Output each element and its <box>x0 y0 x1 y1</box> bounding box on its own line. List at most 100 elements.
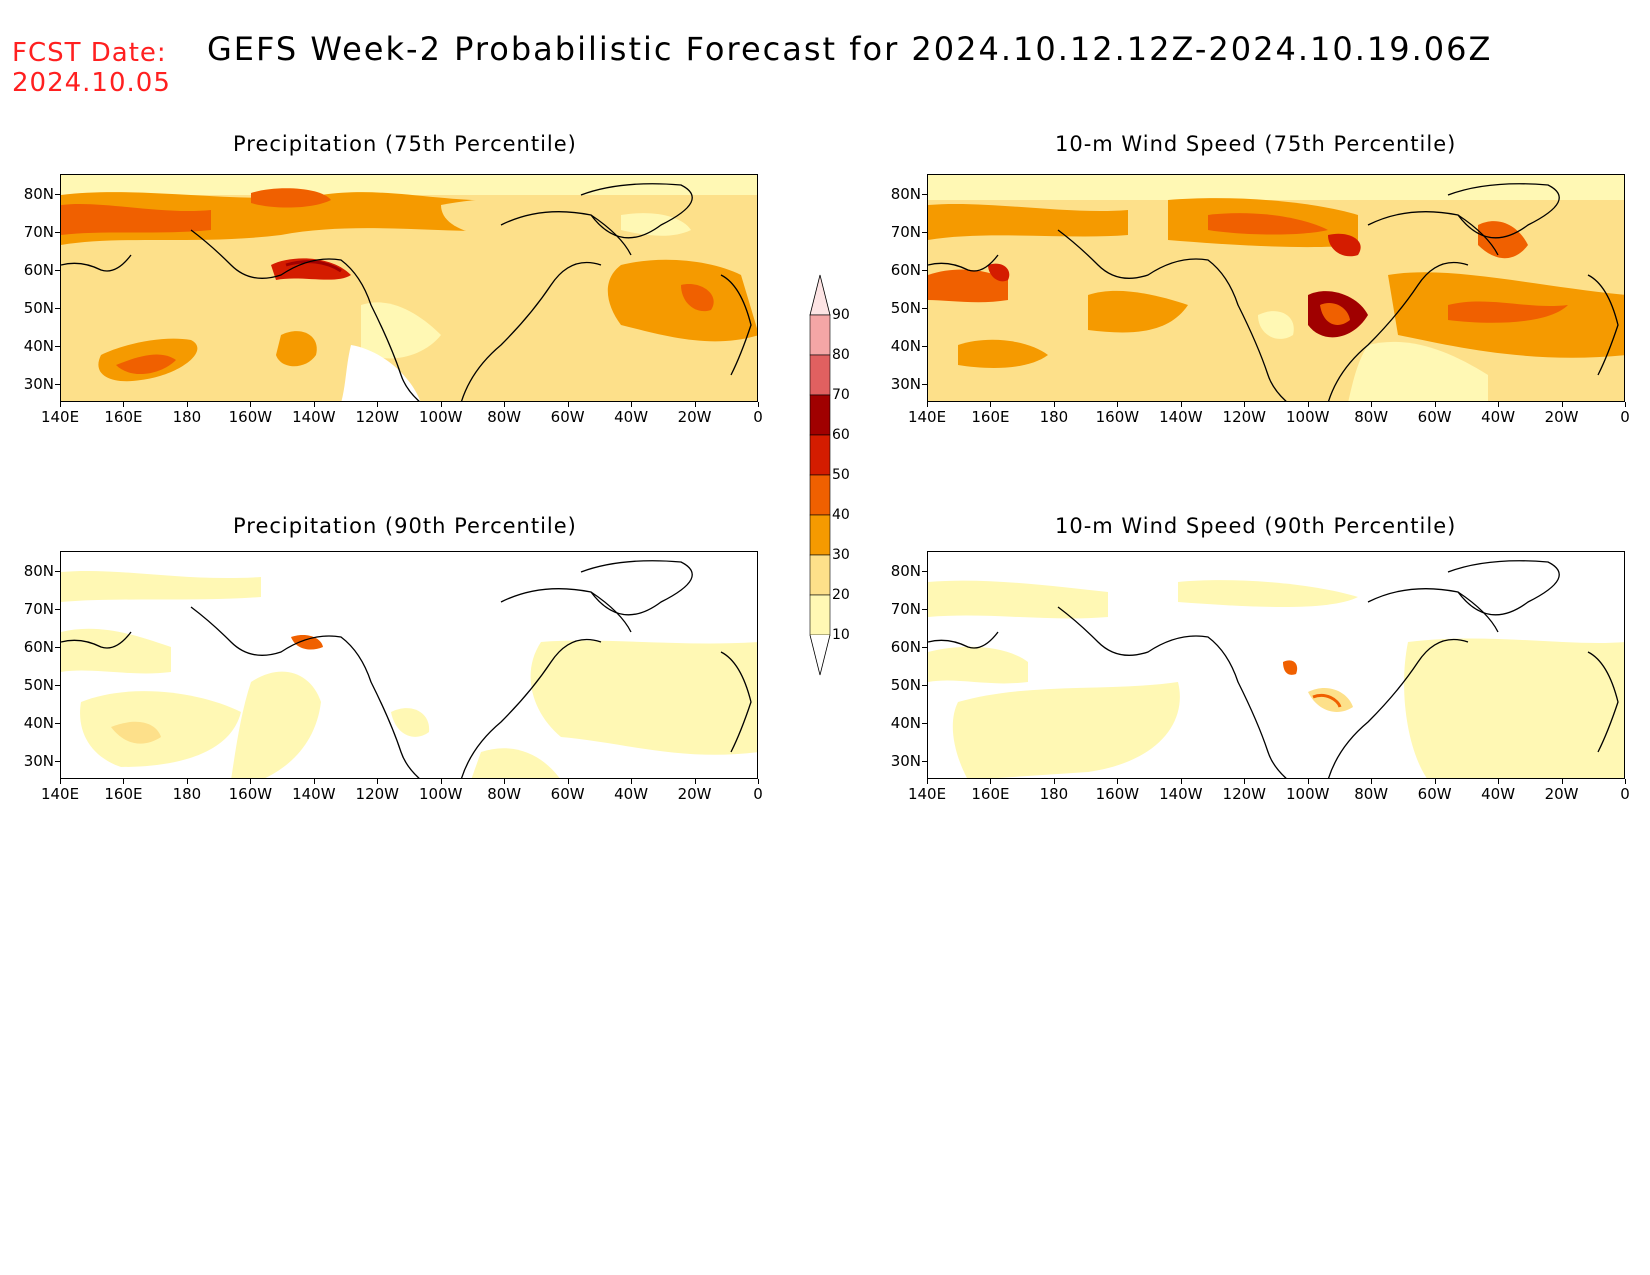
lat-tick <box>55 308 60 309</box>
lon-label: 140E <box>907 785 947 803</box>
lon-label: 120W <box>1222 408 1266 426</box>
lon-label: 140W <box>1159 408 1203 426</box>
lon-tick <box>186 779 188 784</box>
lat-tick <box>55 232 60 233</box>
lon-tick <box>60 402 61 407</box>
lon-tick <box>504 779 506 784</box>
lon-tick <box>377 402 379 407</box>
lat-tick <box>922 647 927 648</box>
lon-label: 140E <box>907 408 947 426</box>
lon-tick <box>1434 779 1436 784</box>
lat-tick <box>55 384 60 385</box>
panel-title-wind-90: 10-m Wind Speed (90th Percentile) <box>1055 514 1457 538</box>
lon-tick <box>1371 402 1373 407</box>
lon-label: 100W <box>418 785 463 803</box>
lat-label: 80N <box>890 562 921 580</box>
lon-label: 140W <box>1159 785 1203 803</box>
lon-tick <box>567 402 569 407</box>
lat-tick <box>922 685 927 686</box>
fcst-label: FCST Date: <box>12 38 167 68</box>
lon-label: 140E <box>40 785 80 803</box>
lon-label: 80W <box>1354 785 1389 803</box>
panel-title-precip-75: Precipitation (75th Percentile) <box>233 132 577 156</box>
lon-label: 160W <box>228 408 273 426</box>
lon-label: 120W <box>355 785 399 803</box>
lon-label: 160E <box>104 785 143 803</box>
lon-tick <box>631 402 633 407</box>
colorbar-label: 70 <box>832 387 850 403</box>
lat-tick <box>922 723 927 724</box>
lon-label: 160E <box>971 785 1010 803</box>
map-precip-90 <box>60 551 758 779</box>
colorbar-bottom-triangle <box>809 634 831 676</box>
colorbar-label: 90 <box>832 307 850 323</box>
lat-label: 60N <box>890 638 921 656</box>
lat-label: 70N <box>890 223 921 241</box>
lon-tick <box>186 402 188 407</box>
lon-tick <box>927 779 928 784</box>
lon-tick <box>1498 402 1500 407</box>
lon-tick <box>694 779 696 784</box>
lon-label: 60W <box>1417 785 1452 803</box>
lon-tick <box>1053 402 1055 407</box>
lon-tick <box>1498 779 1500 784</box>
lon-label: 140W <box>292 408 336 426</box>
lat-label: 50N <box>890 676 921 694</box>
lon-label: 60W <box>550 408 585 426</box>
lat-label: 50N <box>23 676 54 694</box>
lat-label: 80N <box>890 185 921 203</box>
lon-tick <box>123 779 125 784</box>
lat-tick <box>55 346 60 347</box>
lon-label: 120W <box>355 408 399 426</box>
lon-tick <box>1625 779 1626 784</box>
lon-label: 160W <box>228 785 273 803</box>
lon-tick <box>1244 402 1246 407</box>
lat-label: 70N <box>23 223 54 241</box>
main-title: GEFS Week-2 Probabilistic Forecast for 2… <box>207 30 1493 68</box>
lon-tick <box>694 402 696 407</box>
lat-label: 40N <box>23 714 54 732</box>
fcst-date: 2024.10.05 <box>12 68 171 98</box>
lon-label: 80W <box>1354 408 1389 426</box>
lat-tick <box>55 194 60 195</box>
lon-tick <box>1180 402 1182 407</box>
colorbar-label: 20 <box>832 587 850 603</box>
lon-tick <box>250 779 252 784</box>
lon-tick <box>927 402 928 407</box>
lon-label: 40W <box>1481 408 1516 426</box>
lon-label: 180 <box>172 408 202 426</box>
lat-tick <box>922 270 927 271</box>
lon-tick <box>567 779 569 784</box>
lat-tick <box>922 346 927 347</box>
lon-tick <box>1053 779 1055 784</box>
lon-tick <box>377 779 379 784</box>
panel-title-wind-75: 10-m Wind Speed (75th Percentile) <box>1055 132 1457 156</box>
lat-tick <box>922 232 927 233</box>
lon-tick <box>1434 402 1436 407</box>
lat-tick <box>922 194 927 195</box>
lat-tick <box>55 723 60 724</box>
colorbar-swatch <box>809 514 831 556</box>
lon-label: 180 <box>1039 408 1069 426</box>
lon-tick <box>1180 779 1182 784</box>
lat-tick <box>55 609 60 610</box>
map-precip-75 <box>60 174 758 402</box>
lon-label: 160E <box>104 408 143 426</box>
lon-tick <box>504 402 506 407</box>
lon-tick <box>1117 779 1119 784</box>
lat-label: 80N <box>23 185 54 203</box>
lat-tick <box>55 571 60 572</box>
lat-tick <box>55 761 60 762</box>
lon-label: 0 <box>1620 785 1630 803</box>
lon-label: 140E <box>40 408 80 426</box>
lon-label: 100W <box>418 408 463 426</box>
lon-label: 40W <box>614 785 649 803</box>
lon-tick <box>1307 402 1309 407</box>
lat-label: 30N <box>23 752 54 770</box>
lon-label: 180 <box>1039 785 1069 803</box>
fcst-date-label: FCST Date: 2024.10.05 <box>12 38 171 98</box>
lat-label: 80N <box>23 562 54 580</box>
lon-label: 80W <box>487 785 522 803</box>
colorbar-label: 80 <box>832 347 850 363</box>
lon-label: 160E <box>971 408 1010 426</box>
